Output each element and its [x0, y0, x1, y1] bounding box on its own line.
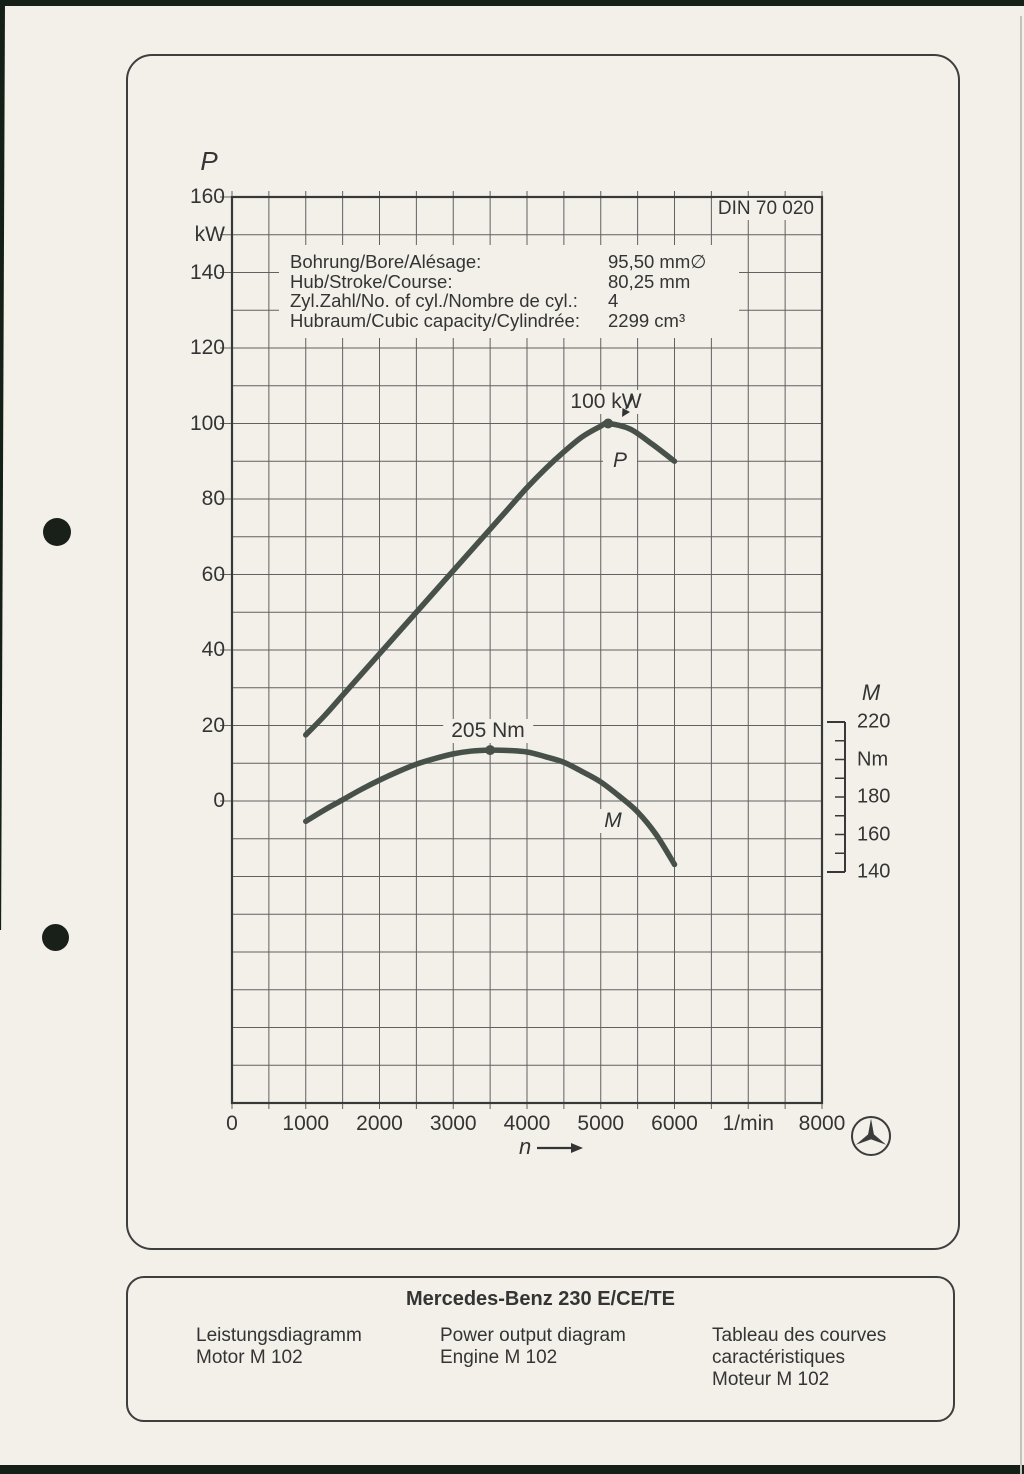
x-axis-tick-label: 1/min — [722, 1112, 774, 1135]
footer-caption-column: Power output diagram Engine M 102 — [440, 1325, 626, 1369]
p-axis-tick-label: 100 — [189, 411, 225, 435]
p-axis-tick-label: 80 — [201, 487, 225, 510]
x-axis-tick-label: 0 — [226, 1112, 238, 1135]
footer-caption-box — [126, 1276, 955, 1422]
footer-caption-line: Engine M 102 — [440, 1347, 558, 1368]
p-axis-tick-label: 60 — [201, 562, 225, 586]
m-axis-tick-label: 180 — [857, 785, 891, 808]
x-axis-variable-label: n — [519, 1134, 532, 1159]
spec-label: Hubraum/Cubic capacity/Cylindrée: — [290, 309, 580, 331]
spec-row: Hub/Stroke/Course: 80,25 mm — [290, 270, 739, 292]
spec-label: Zyl.Zahl/No. of cyl./Nombre de cyl.: — [290, 290, 578, 311]
footer-caption-line: Leistungsdiagramm — [196, 1325, 362, 1346]
footer-model-title: Mercedes-Benz 230 E/CE/TE — [406, 1288, 675, 1310]
m-axis-title: M — [861, 680, 881, 705]
spec-row: Bohrung/Bore/Alésage: 95,50 mm∅ — [290, 252, 739, 272]
spec-value: 80,25 mm — [608, 270, 691, 292]
x-axis-tick-label: 3000 — [429, 1112, 477, 1135]
x-axis-tick-label: 8000 — [798, 1112, 846, 1135]
footer-caption-column: Tableau des courves caractéristiques Moteu… — [712, 1325, 886, 1391]
footer-caption-line: caractéristiques — [712, 1347, 846, 1368]
m-axis-tick-label: Nm — [857, 748, 889, 770]
m-axis-tick-label: 160 — [857, 823, 891, 845]
page-left-edge — [0, 0, 5, 930]
spec-row: Hubraum/Cubic capacity/Cylindrée: 2299 cm… — [290, 309, 739, 331]
engine-spec-box: Bohrung/Bore/Alésage: 95,50 mm∅ Hub/Stroke… — [279, 245, 739, 338]
hole-punch-top — [43, 518, 71, 546]
spec-label: Bohrung/Bore/Alésage: — [290, 251, 482, 272]
footer-caption-column: Leistungsdiagramm Motor M 102 — [196, 1325, 362, 1369]
x-axis-tick-label: 4000 — [503, 1112, 551, 1135]
footer-caption-line: Tableau des courves — [712, 1325, 887, 1346]
p-axis-tick-label: 0 — [213, 789, 225, 812]
torque-curve-label: M — [598, 809, 628, 833]
footer-caption-line: Moteur M 102 — [712, 1369, 830, 1390]
p-axis-tick-label: 40 — [201, 638, 225, 661]
p-axis-tick-label: 160 — [189, 185, 225, 208]
page-right-edge — [1020, 16, 1022, 1474]
torque-peak-annotation: 205 Nm — [443, 719, 533, 743]
m-axis-tick-label: 220 — [857, 710, 891, 733]
x-axis-tick-label: 1000 — [282, 1112, 330, 1135]
p-axis-tick-label: 140 — [189, 260, 225, 284]
p-axis-tick-label: 120 — [189, 336, 225, 359]
din-standard-label: DIN 70 020 — [713, 198, 818, 220]
m-axis-tick-label: 140 — [857, 860, 891, 883]
spec-label: Hub/Stroke/Course: — [290, 270, 453, 292]
p-axis-title: P — [200, 146, 218, 176]
spec-value: 2299 cm³ — [608, 309, 686, 331]
p-axis-tick-label: 20 — [201, 713, 225, 737]
power-curve-label: P — [602, 449, 638, 473]
x-axis-tick-label: 6000 — [651, 1112, 698, 1135]
x-axis-tick-label: 5000 — [577, 1112, 625, 1135]
spec-value: 4 — [608, 290, 619, 311]
footer-caption-line: Motor M 102 — [196, 1347, 303, 1368]
p-axis-tick-label: kW — [194, 222, 225, 246]
diagram-panel — [126, 54, 960, 1250]
footer-caption-line: Power output diagram — [440, 1325, 626, 1346]
power-peak-annotation: 100 kW — [566, 390, 646, 414]
page-bottom-edge — [0, 1465, 1024, 1474]
hole-punch-bottom — [42, 924, 69, 951]
spec-row: Zyl.Zahl/No. of cyl./Nombre de cyl.: 4 — [290, 291, 739, 311]
spec-value: 95,50 mm∅ — [608, 251, 707, 272]
page-top-edge — [0, 0, 1024, 6]
x-axis-tick-label: 2000 — [356, 1112, 403, 1135]
